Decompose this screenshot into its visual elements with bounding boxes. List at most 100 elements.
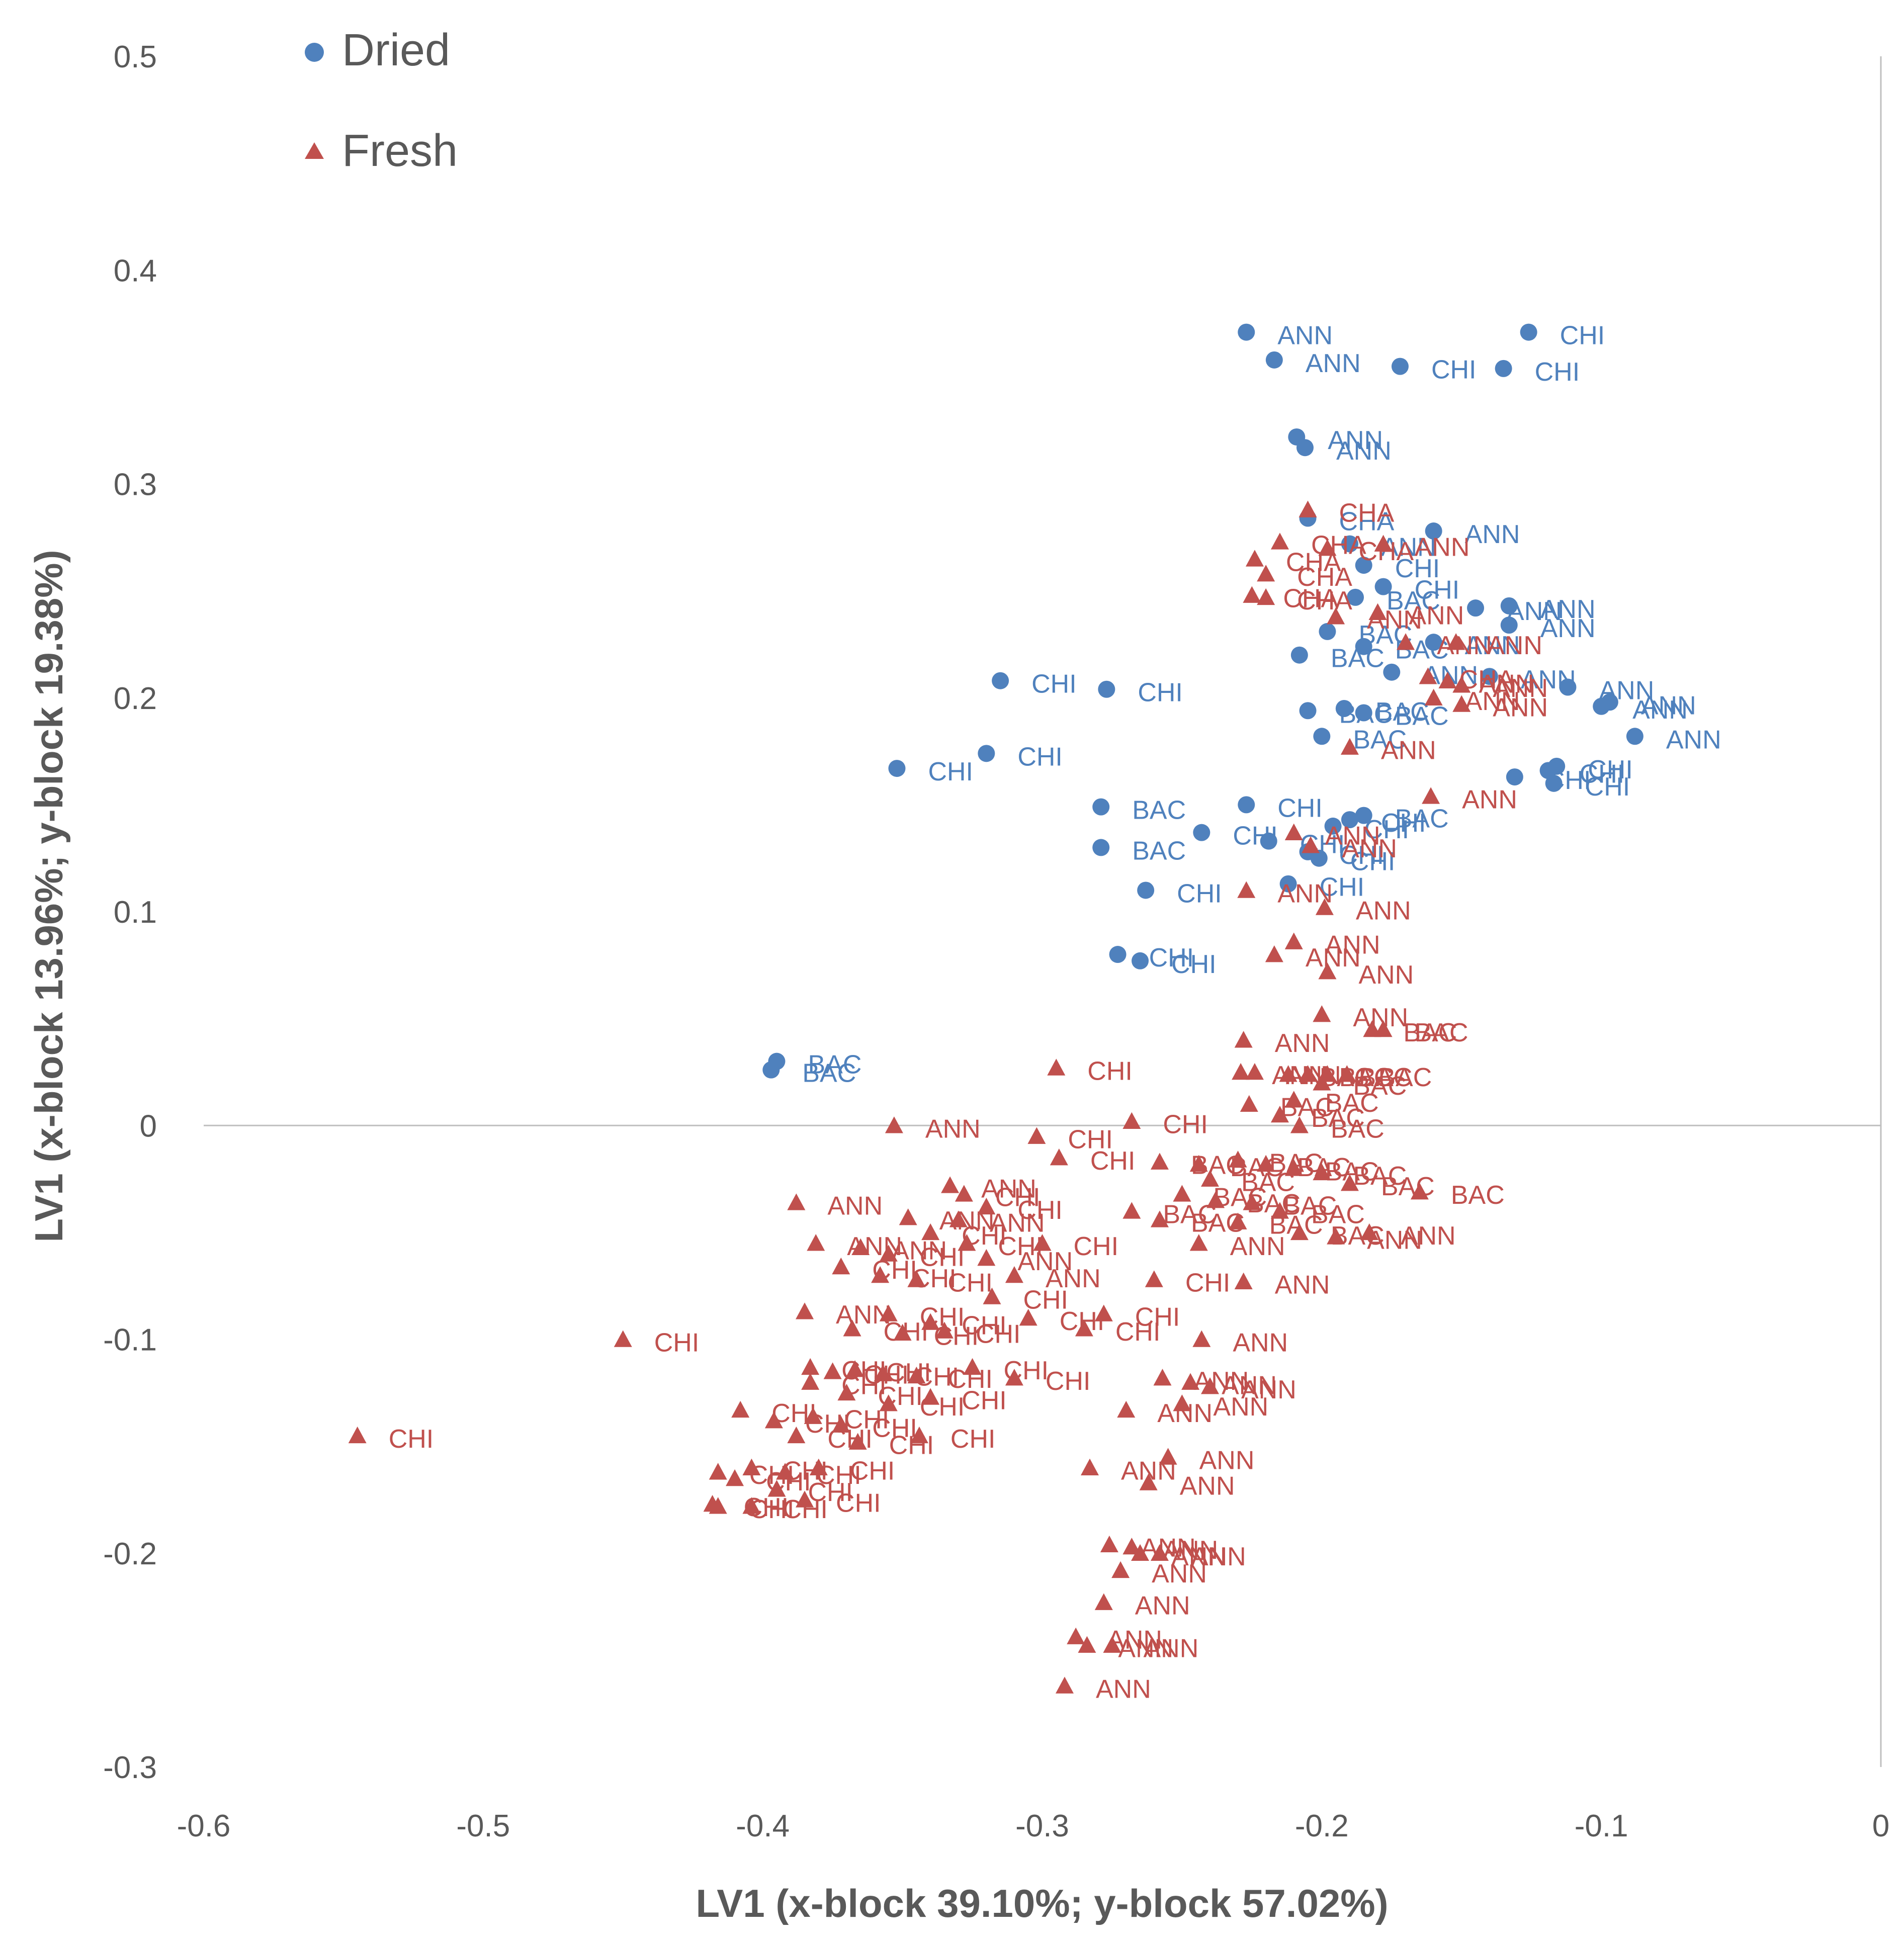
point-fresh	[1240, 1095, 1258, 1112]
point-dried	[1299, 702, 1317, 720]
point-fresh	[1447, 633, 1465, 650]
point-label: ANN	[1306, 943, 1361, 973]
point-label: CHI	[850, 1457, 895, 1486]
point-label: ANN	[939, 1206, 995, 1235]
point-dried	[1548, 757, 1566, 775]
tick-labels: -0.6 -0.5 -0.4 -0.3 -0.2 -0.1 0 -0.3 -0.2 -0.1 0 0.…	[103, 40, 1889, 1843]
point-dried	[1265, 351, 1283, 369]
legend-fresh-marker	[305, 142, 324, 159]
point-label: CHI	[1585, 772, 1630, 802]
y-tick-label: 0.3	[114, 468, 157, 502]
point-fresh	[1111, 1561, 1130, 1578]
point-fresh	[767, 1480, 786, 1497]
point-label: CHI	[1339, 841, 1384, 870]
point-dried	[1545, 774, 1563, 792]
point-fresh	[1094, 1304, 1113, 1321]
point-fresh	[1284, 1159, 1303, 1176]
point-label: CHI	[1320, 873, 1365, 902]
point-fresh	[1245, 550, 1264, 567]
point-fresh	[804, 1407, 822, 1424]
point-label: ANN	[827, 1191, 883, 1220]
point-fresh	[1080, 1458, 1099, 1475]
point-label: CHI	[808, 1478, 853, 1507]
point-fresh	[879, 1245, 898, 1262]
point-label: ANN	[892, 1237, 947, 1266]
point-fresh	[921, 1313, 940, 1330]
point-label: BAC	[1415, 1018, 1468, 1047]
y-tick-label: -0.2	[103, 1537, 157, 1571]
point-fresh	[1150, 1544, 1169, 1561]
point-label: ANN	[1367, 605, 1422, 635]
point-fresh	[1122, 1202, 1141, 1219]
point-label: CHI	[1017, 1196, 1063, 1225]
point-fresh	[1270, 1105, 1289, 1123]
y-tick-label: 0.1	[114, 895, 157, 930]
point-fresh	[935, 1321, 954, 1339]
point-label: ANN	[925, 1114, 981, 1143]
point-fresh	[1279, 1065, 1297, 1082]
point-label: CHA	[1297, 563, 1352, 592]
point-fresh	[1033, 1234, 1052, 1251]
point-fresh	[921, 1223, 940, 1241]
point-fresh	[1145, 1270, 1163, 1287]
point-fresh	[832, 1257, 850, 1275]
x-tick-label: -0.5	[456, 1809, 510, 1843]
point-fresh	[1360, 1223, 1378, 1241]
point-fresh	[1047, 1058, 1066, 1076]
point-dried	[1355, 638, 1372, 655]
point-label: BAC	[1311, 1200, 1365, 1229]
point-label: ANN	[1540, 614, 1596, 643]
point-label: CHA	[1286, 548, 1341, 577]
point-label: ANN	[1325, 931, 1380, 960]
y-axis-title: LV1 (x-block 13.96%; y-block 19.38%)	[27, 550, 71, 1242]
point-fresh	[1327, 1227, 1345, 1245]
point-fresh	[1265, 945, 1283, 962]
point-label: BAC	[1375, 697, 1429, 727]
point-label: ANN	[1409, 601, 1464, 631]
point-label: CHI	[844, 1405, 890, 1435]
x-tick-label: -0.3	[1015, 1809, 1069, 1843]
point-dried	[1374, 578, 1392, 595]
point-label: BAC	[1451, 1181, 1505, 1210]
point-label: CHI	[389, 1425, 434, 1454]
point-fresh	[1243, 1193, 1261, 1210]
point-label: ANN	[1233, 1329, 1288, 1358]
point-label: ANN	[1641, 691, 1696, 720]
point-label: ANN	[1336, 436, 1392, 466]
point-fresh	[1189, 1155, 1208, 1172]
point-fresh	[851, 1238, 870, 1255]
y-tick-label: 0.4	[114, 253, 157, 288]
point-label: CHI	[1535, 358, 1580, 387]
point-label: CHA	[1283, 584, 1338, 613]
point-dried	[1296, 439, 1314, 457]
point-fresh	[1290, 1223, 1309, 1241]
point-fresh	[1150, 1210, 1169, 1227]
point-label: ANN	[1017, 1247, 1073, 1276]
legend: Dried Fresh	[305, 25, 458, 176]
legend-dried-label: Dried	[342, 25, 450, 75]
point-label: BAC	[1325, 1089, 1379, 1118]
axes	[204, 56, 1882, 1767]
point-fresh	[1438, 671, 1457, 689]
point-label: BAC	[808, 1050, 861, 1080]
y-tick-label: 0	[140, 1109, 157, 1143]
point-fresh	[1094, 1593, 1113, 1610]
point-fresh	[1270, 533, 1289, 550]
point-label: CHI	[889, 1431, 934, 1460]
point-fresh	[879, 1304, 898, 1321]
point-label: CHI	[1415, 576, 1460, 605]
point-dried	[1626, 728, 1643, 745]
point-label: CHI	[1087, 1056, 1133, 1086]
point-label: ANN	[1180, 1471, 1235, 1500]
point-fresh	[874, 1364, 892, 1381]
y-tick-label: -0.3	[103, 1750, 157, 1785]
point-dried	[1137, 881, 1155, 899]
point-fresh	[742, 1497, 761, 1514]
point-fresh	[832, 1416, 850, 1433]
point-fresh	[1284, 1091, 1303, 1108]
point-label: CHI	[1431, 356, 1477, 385]
point-fresh	[1100, 1535, 1118, 1553]
point-label: ANN	[1199, 1446, 1255, 1475]
point-fresh	[1243, 586, 1261, 603]
